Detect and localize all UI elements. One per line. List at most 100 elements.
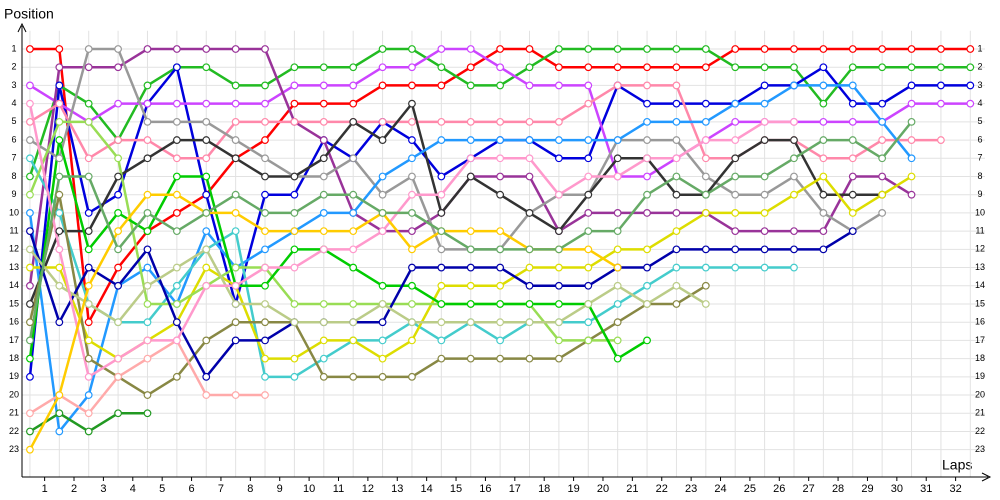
point <box>496 263 505 272</box>
point <box>554 300 563 308</box>
point <box>319 318 328 327</box>
point <box>114 63 122 72</box>
y-tick-label-right: 11 <box>975 226 984 236</box>
point <box>643 336 651 345</box>
point <box>378 136 387 144</box>
point <box>349 245 358 254</box>
point <box>261 190 269 199</box>
x-tick-label: 15 <box>450 483 462 495</box>
point <box>878 172 887 181</box>
point <box>466 318 475 327</box>
point <box>643 281 651 290</box>
x-tick-label: 31 <box>920 483 932 495</box>
x-tick-label: 20 <box>597 483 609 495</box>
y-tick-label: 5 <box>11 116 16 126</box>
point <box>84 99 93 108</box>
point <box>55 263 64 272</box>
x-tick-label: 19 <box>567 483 579 495</box>
point <box>701 190 710 199</box>
point <box>819 81 828 90</box>
x-tick-label: 14 <box>421 483 433 495</box>
point <box>202 172 211 181</box>
point <box>26 281 34 290</box>
point <box>143 336 152 345</box>
point <box>261 336 269 345</box>
point <box>202 245 211 254</box>
point <box>408 209 416 217</box>
point <box>114 318 122 327</box>
point <box>672 227 681 236</box>
point <box>466 300 475 308</box>
point <box>84 372 93 381</box>
x-tick-label: 27 <box>803 483 815 495</box>
point <box>408 300 416 308</box>
point <box>143 136 152 144</box>
y-tick-label: 1 <box>11 43 16 53</box>
point <box>114 45 122 53</box>
point <box>84 227 93 236</box>
point <box>114 136 122 144</box>
point <box>84 391 93 399</box>
point <box>907 190 916 199</box>
point <box>84 318 93 327</box>
point <box>26 300 34 308</box>
point <box>408 227 416 236</box>
point <box>701 154 710 163</box>
point <box>319 63 328 72</box>
point <box>848 136 857 144</box>
point <box>760 63 769 72</box>
point <box>701 136 710 144</box>
point <box>584 336 593 345</box>
y-tick-label-right: 14 <box>975 280 985 290</box>
point <box>84 300 93 308</box>
x-tick-label: 21 <box>626 483 638 495</box>
series-line <box>29 47 883 251</box>
point <box>143 391 152 399</box>
y-tick-label-right: 10 <box>975 207 985 217</box>
point <box>643 154 651 163</box>
point <box>114 354 122 363</box>
point <box>496 281 505 290</box>
point <box>790 136 798 144</box>
y-tick-label-right: 4 <box>977 98 982 108</box>
x-tick-label: 10 <box>303 483 315 495</box>
point <box>202 63 211 72</box>
point <box>378 372 387 381</box>
point <box>643 209 651 217</box>
point <box>202 263 211 272</box>
point <box>349 81 358 90</box>
point <box>55 391 64 399</box>
point <box>466 281 475 290</box>
point <box>319 154 328 163</box>
point <box>731 45 740 53</box>
point <box>143 117 152 126</box>
point <box>290 354 299 363</box>
point <box>613 172 622 181</box>
point <box>613 154 622 163</box>
point <box>701 63 710 72</box>
point <box>437 263 446 272</box>
x-tick-label: 28 <box>832 483 844 495</box>
point <box>26 154 34 163</box>
point <box>408 136 416 144</box>
point <box>55 227 64 236</box>
point <box>26 190 34 199</box>
point <box>55 45 64 53</box>
point <box>231 190 240 199</box>
point <box>84 117 93 126</box>
point <box>202 209 211 217</box>
point <box>496 318 505 327</box>
point <box>114 154 122 163</box>
point <box>672 172 681 181</box>
point <box>819 117 828 126</box>
point <box>848 190 857 199</box>
point <box>84 336 93 345</box>
x-tick-label: 11 <box>333 483 344 495</box>
x-tick-label: 8 <box>247 483 253 495</box>
point <box>143 263 152 272</box>
point <box>26 409 34 418</box>
point <box>172 63 181 72</box>
point <box>760 136 769 144</box>
point <box>231 136 240 144</box>
point <box>966 99 975 108</box>
